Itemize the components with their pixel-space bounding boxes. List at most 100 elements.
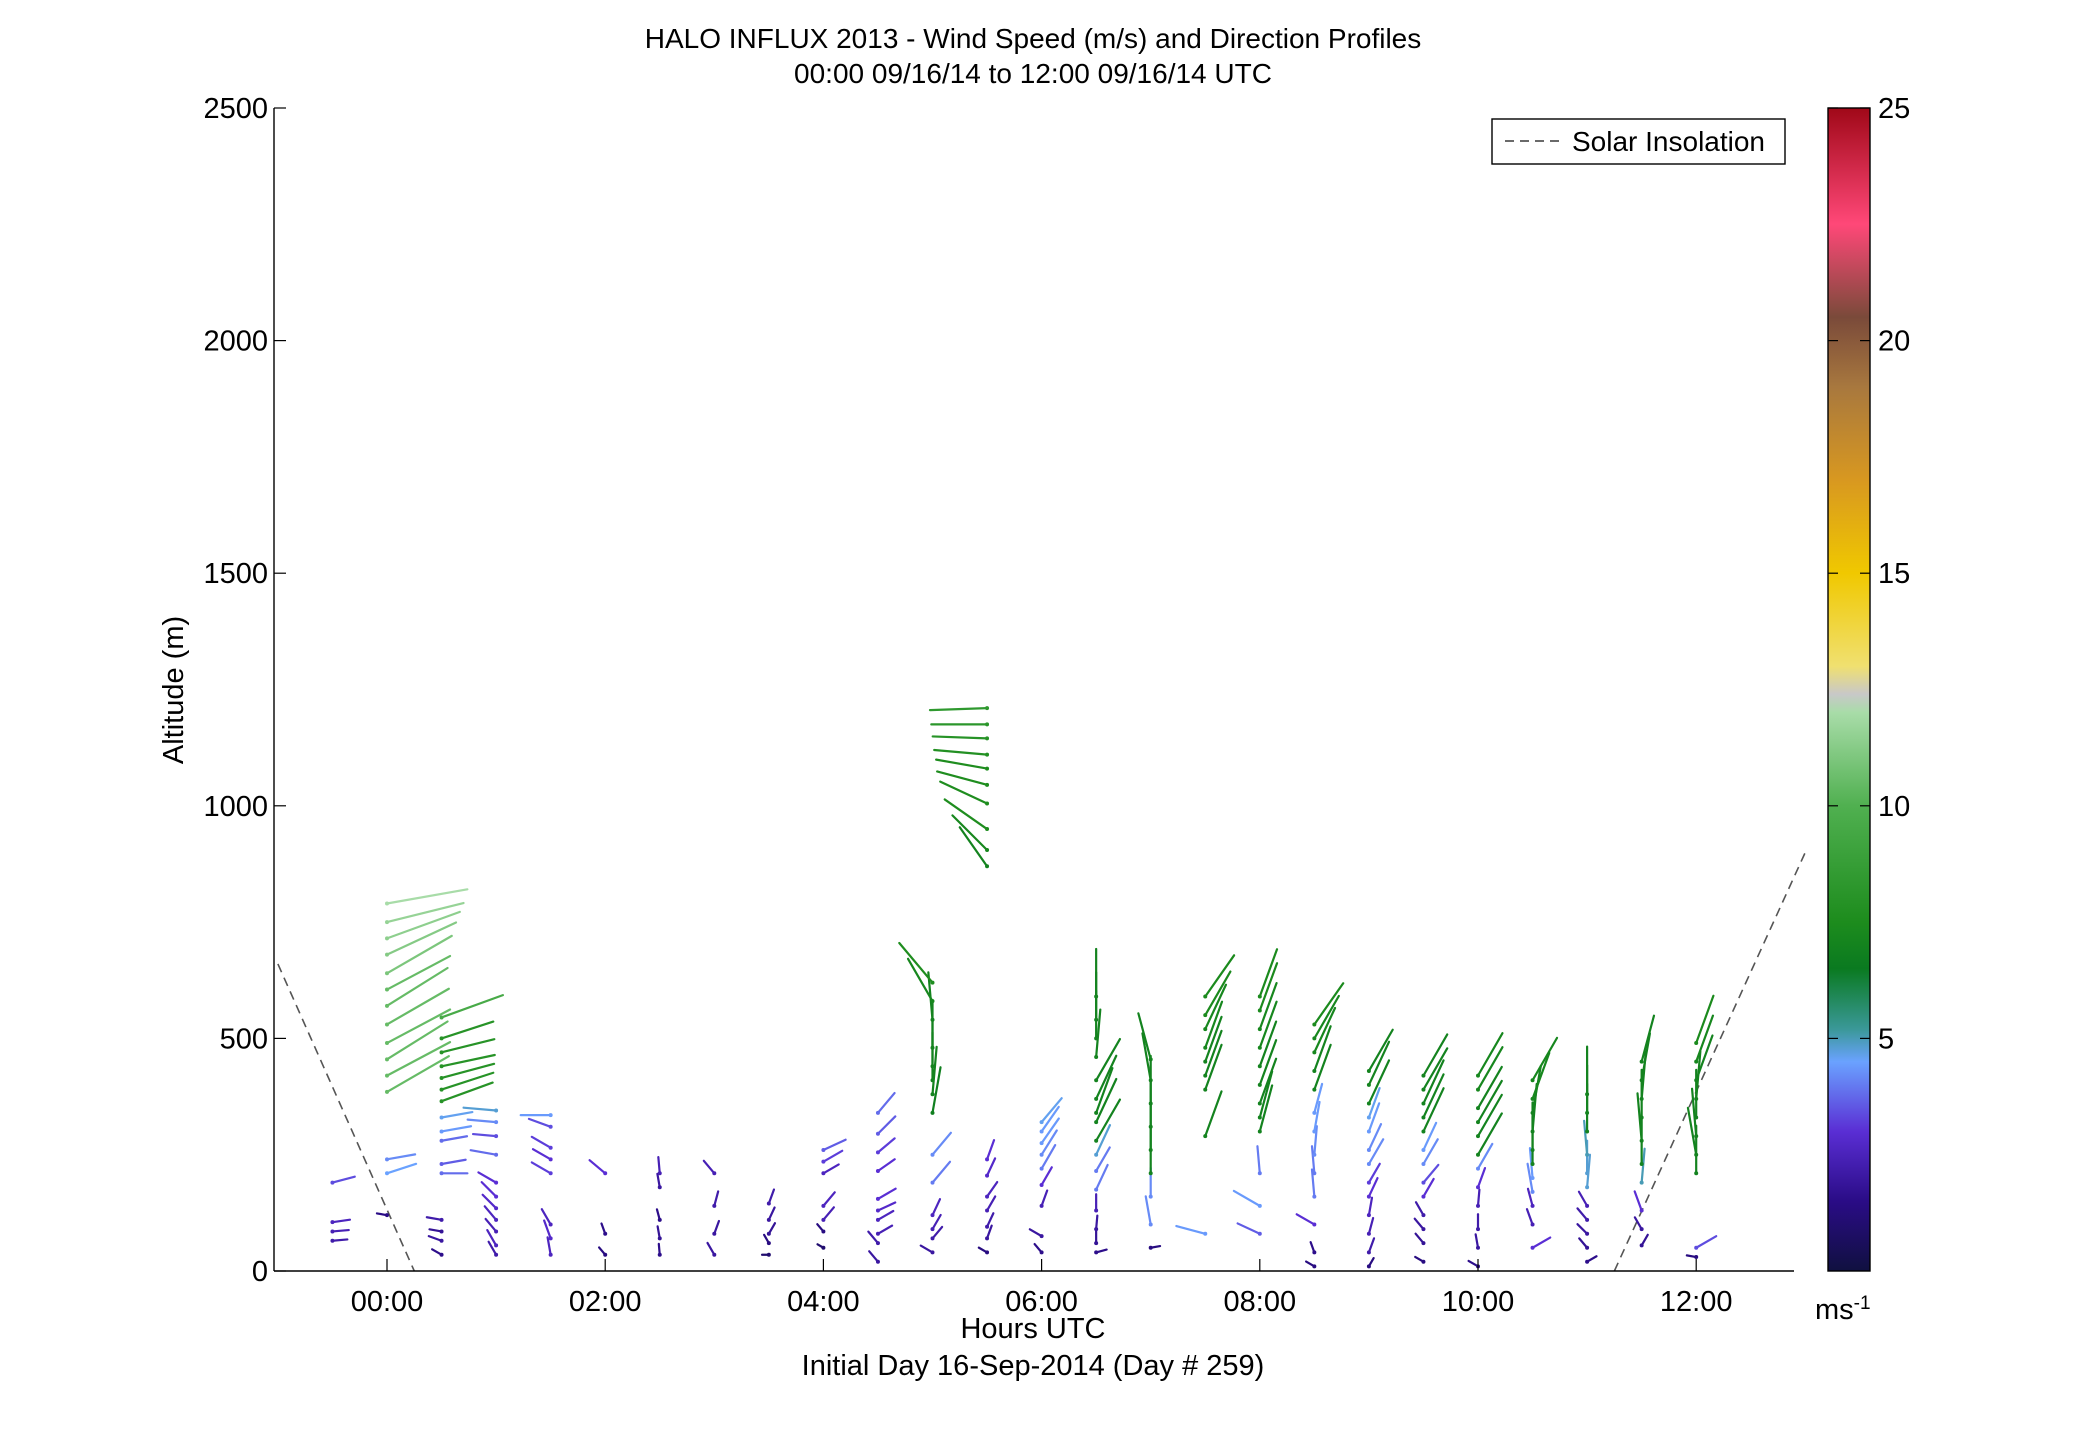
wind-vector: [1367, 1196, 1374, 1217]
plot-area: [274, 108, 1794, 1271]
wind-vector: [876, 1224, 894, 1235]
wind-vector-base: [1366, 1231, 1371, 1236]
wind-vector: [822, 1149, 844, 1163]
wind-vector: [657, 1155, 661, 1175]
wind-vector-base: [985, 1250, 990, 1255]
wind-vector: [530, 1135, 552, 1149]
wind-vector: [985, 1139, 996, 1161]
wind-vector-base: [1476, 1185, 1480, 1190]
wind-vector-base: [1039, 1141, 1044, 1146]
wind-vector-base: [1585, 1217, 1590, 1222]
wind-vector-base: [1530, 1175, 1535, 1180]
wind-vector-base: [875, 1217, 880, 1222]
wind-vector-base: [1039, 1234, 1044, 1239]
chart-subtitle: 00:00 09/16/14 to 12:00 09/16/14 UTC: [794, 58, 1272, 89]
wind-vector: [931, 735, 989, 740]
wind-vector-base: [1366, 1194, 1371, 1199]
wind-vector-base: [1639, 1227, 1644, 1232]
wind-vector: [822, 1138, 847, 1152]
wind-vector: [931, 1066, 942, 1114]
wind-vector: [1526, 1162, 1534, 1194]
wind-vector: [876, 1201, 897, 1212]
wind-vector: [1476, 1142, 1494, 1170]
wind-vector-base: [385, 936, 389, 941]
wind-vector: [931, 1160, 952, 1184]
wind-vector: [1367, 1028, 1394, 1073]
wind-vector: [985, 1212, 995, 1228]
wind-vector: [484, 1217, 498, 1233]
y-axis-label: Altitude (m): [158, 616, 190, 764]
wind-vector: [1313, 982, 1345, 1026]
wind-vector: [1095, 1067, 1114, 1114]
wind-vector-base: [930, 1092, 935, 1097]
wind-vector: [466, 1118, 498, 1124]
wind-vector-base: [1421, 1194, 1426, 1199]
wind-vector: [1578, 1237, 1589, 1249]
wind-vector: [440, 1110, 474, 1119]
wind-vector: [931, 1213, 942, 1231]
wind-vector-base: [1585, 1231, 1590, 1236]
wind-vector-base: [385, 1022, 389, 1027]
wind-vector: [1476, 1079, 1503, 1124]
wind-vector-base: [766, 1201, 771, 1206]
wind-vector-base: [548, 1252, 553, 1257]
wind-vector-base: [548, 1236, 553, 1241]
wind-vector-base: [1257, 1129, 1262, 1134]
wind-vector: [713, 1190, 720, 1207]
wind-vector-base: [657, 1171, 662, 1176]
wind-vector-base: [1094, 1187, 1099, 1192]
wind-vector: [440, 1071, 495, 1091]
wind-vector-base: [1476, 1166, 1480, 1171]
wind-vector: [876, 1115, 897, 1135]
wind-vector: [876, 1158, 896, 1173]
wind-vector: [531, 1148, 552, 1161]
wind-vector-base: [1639, 1180, 1644, 1185]
wind-vector-base: [985, 1194, 990, 1199]
wind-vector-base: [1203, 994, 1208, 999]
wind-vector-base: [1203, 1073, 1208, 1078]
colorbar-ticks: 5 10 15 20 25: [1828, 93, 1910, 1055]
wind-vector-base: [930, 1227, 935, 1232]
wind-vector-base: [930, 1250, 935, 1255]
wind-vector: [958, 826, 989, 868]
wind-vector: [1313, 1100, 1321, 1133]
wind-vector: [1695, 1235, 1718, 1249]
wind-vector-base: [1094, 1036, 1099, 1041]
wind-vector-base: [1203, 1087, 1208, 1092]
wind-vector-base: [1094, 1096, 1099, 1101]
x-ticks: 00:00 02:00 04:00 06:00 08:00 10:00 12:00: [351, 1259, 1732, 1318]
wind-vector-base: [1257, 1082, 1262, 1087]
wind-vector: [1476, 1093, 1503, 1138]
wind-vector: [1636, 1092, 1643, 1142]
wind-vector-base: [548, 1157, 553, 1162]
wind-vector: [1422, 1047, 1449, 1091]
wind-vector: [985, 1195, 997, 1212]
wind-vector-base: [385, 901, 389, 906]
wind-vector-base: [985, 722, 990, 727]
wind-vector: [906, 957, 934, 1003]
wind-vector: [462, 1106, 498, 1112]
wind-vector-base: [1530, 1078, 1535, 1083]
wind-vector-base: [1366, 1180, 1371, 1185]
wind-vector: [1367, 1040, 1391, 1087]
wind-vector-base: [439, 1115, 444, 1120]
wind-vector-base: [1148, 1245, 1153, 1250]
wind-vector-base: [1694, 1115, 1699, 1120]
wind-vector-base: [439, 1229, 444, 1234]
wind-vector: [440, 1038, 496, 1054]
wind-vector: [1236, 1222, 1261, 1235]
wind-vector-base: [930, 980, 935, 985]
wind-vector: [440, 1081, 494, 1103]
wind-vector-base: [930, 1045, 935, 1050]
wind-vector: [1204, 1043, 1223, 1091]
wind-vector: [1633, 1190, 1643, 1212]
wind-vector-base: [1585, 1171, 1590, 1176]
wind-vector-base: [930, 1213, 935, 1218]
wind-vector: [385, 1020, 449, 1061]
wind-vector-base: [439, 1238, 444, 1243]
wind-vectors-layer: [330, 706, 1718, 1269]
wind-vector: [1695, 994, 1715, 1045]
wind-vector-base: [930, 1017, 935, 1022]
